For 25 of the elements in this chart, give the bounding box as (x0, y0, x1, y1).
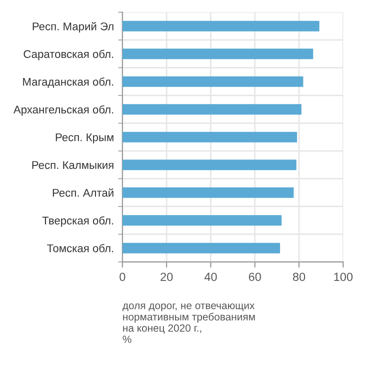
bar (122, 187, 294, 198)
bar (122, 104, 302, 115)
bar (122, 132, 298, 142)
y-tick-label: Респ. Калмыкия (32, 161, 114, 169)
x-tick-label: 80 (292, 272, 306, 282)
y-tick-label: Архангельская обл. (13, 105, 114, 116)
bar (122, 76, 304, 87)
bar (122, 20, 320, 32)
x-tick-label: 60 (248, 272, 261, 282)
x-tick-label: 0 (120, 272, 126, 282)
bar (122, 160, 296, 170)
bar (122, 215, 282, 226)
bar (122, 48, 314, 60)
y-tick-label: Магаданская обл. (23, 77, 114, 88)
x-tick-label: 20 (160, 272, 173, 282)
y-tick-label: Респ. Алтай (52, 188, 114, 197)
y-tick-label: Томская обл. (47, 244, 114, 252)
y-tick-label: Респ. Крым (56, 133, 114, 144)
x-axis-title: доля дорог, не отвечающих нормативным требованиям на конец 2020 г., % (122, 303, 255, 343)
bar (122, 242, 280, 254)
y-tick-label: Респ. Марий Эл (32, 22, 114, 33)
x-tick-label: 40 (204, 272, 217, 282)
y-tick-label: Тверская обл. (42, 216, 114, 227)
y-tick-label: Саратовская обл. (24, 50, 114, 60)
x-tick-label: 100 (334, 272, 353, 282)
